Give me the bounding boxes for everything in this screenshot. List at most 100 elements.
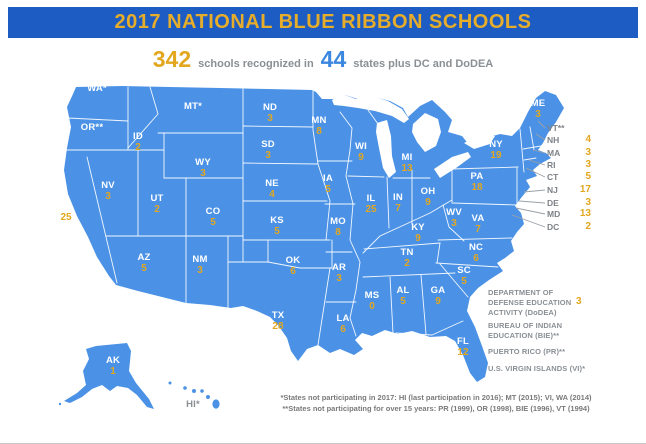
legend-item-0: DEPARTMENT OF DEFENSE EDUCATION ACTIVITY (… [488,288,582,318]
state-label-IA: IA 5 [323,173,333,196]
callout-count: 2 [585,221,591,232]
state-count: 5 [461,276,467,287]
state-abbr: AZ [137,252,151,263]
state-label-IN: IN 7 [393,192,403,215]
state-label-NE: NE 4 [265,178,279,201]
state-count: 5 [141,263,147,274]
state-label-ME: ME 3 [531,98,546,121]
leader-line-CT [525,167,546,178]
footnotes: *States not participating in 2017: HI (l… [222,393,646,414]
state-label-KY: KY 9 [411,222,425,245]
state-abbr: MI [401,152,413,163]
leader-line-DE [518,200,546,204]
callout-leader-lines [511,120,546,228]
state-abbr: NV [101,180,115,191]
state-count: 3 [200,168,206,179]
legend-text: PUERTO RICO (PR)** [488,347,566,356]
state-abbr: WA* [87,83,107,94]
state-abbr: UT [150,193,164,204]
leader-line-NJ [523,189,546,193]
state-count: 3 [336,273,342,284]
state-abbr: IN [393,192,403,203]
state-count: 9 [358,152,364,163]
subtitle-text-1: schools recognized in [198,58,314,70]
state-abbr: ID [133,131,143,142]
state-abbr: SD [261,139,275,150]
state-label-AZ: AZ 5 [137,252,150,275]
footnote-line-2: **States not participating for over 15 y… [282,403,590,413]
state-label-NC: NC 6 [469,242,483,265]
callout-abbr: MA [547,148,561,158]
state-abbr: SC [457,265,471,276]
state-count: 3 [535,109,541,120]
state-count: 5 [210,217,216,228]
state-count: 19 [490,150,502,161]
callout-abbr: MD [547,209,561,219]
callout-row-MD: MD 13 [547,208,593,220]
subtitle-text-2: states plus DC and DoDEA [353,58,494,70]
state-abbr: AK [105,355,121,366]
state-count: 28 [272,321,284,332]
state-borders [64,86,542,346]
state-label-VA: VA 7 [472,213,485,236]
state-count: 9 [425,197,431,208]
state-count: 9 [435,296,441,307]
state-label-KS: KS 5 [270,215,284,238]
callout-abbr: NJ [547,185,558,195]
state-count: 25 [365,204,377,215]
state-abbr: NM [192,254,208,265]
state-label-WI: WI 9 [355,141,367,164]
state-label-IL: IL 25 [365,193,376,216]
state-count: 5 [274,226,280,237]
callout-abbr: VT** [547,123,565,133]
state-count: 25 [60,212,72,223]
state-label-AK: AK 1 [106,355,120,378]
state-count: 2 [154,204,160,215]
state-abbr: OR** [80,122,104,133]
leader-line-MA [532,149,546,154]
state-count: 3 [267,113,273,124]
state-abbr: MO [330,216,346,227]
legend-count: 3 [576,296,582,307]
callout-count: 13 [579,208,591,219]
state-label-LA: LA 6 [336,313,349,336]
callout-abbr: RI [547,160,556,170]
state-count: 4 [269,189,275,200]
leader-line-MD [515,207,546,215]
page-title: 2017 NATIONAL BLUE RIBBON SCHOOLS [114,11,532,33]
callout-row-NJ: NJ 17 [547,184,593,196]
state-label-NY: NY 19 [489,139,503,162]
state-label-GA: GA 9 [431,285,446,308]
state-abbr: IL [366,193,376,204]
state-count: 2 [135,142,141,153]
state-label-OK: OK 6 [286,255,301,278]
footnote-line-1: *States not participating in 2017: HI (l… [280,393,592,402]
callout-row-NH: NH 4 [547,134,593,146]
state-abbr: MT* [183,101,203,112]
state-count: 2 [404,258,410,269]
state-abbr: CA [58,201,74,212]
state-abbr: NY [489,139,503,150]
state-label-AL: AL 5 [396,285,409,308]
state-count: 6 [290,266,296,277]
state-count: 8 [316,126,322,137]
state-count: 7 [395,203,401,214]
state-label-MS: MS 0 [365,290,380,313]
state-count: 6 [473,253,479,264]
state-abbr: OK [285,255,301,266]
state-label-OH: OH 9 [421,186,436,209]
state-count: 7 [475,224,481,235]
callout-row-RI: RI 3 [547,159,593,171]
state-abbr: NC [468,242,484,253]
state-abbr: GA [430,285,446,296]
state-label-WY: WY 3 [195,157,211,180]
callout-abbr: CT [547,172,559,182]
state-label-ID: ID 2 [133,131,143,154]
state-label-HI: HI* [186,399,200,410]
legend-text: DEFENSE EDUCATION [488,298,572,307]
leader-line-VT [537,120,546,129]
state-label-NM: NM 3 [192,254,207,277]
state-abbr: PA [470,171,484,182]
state-abbr: MN [311,115,327,126]
